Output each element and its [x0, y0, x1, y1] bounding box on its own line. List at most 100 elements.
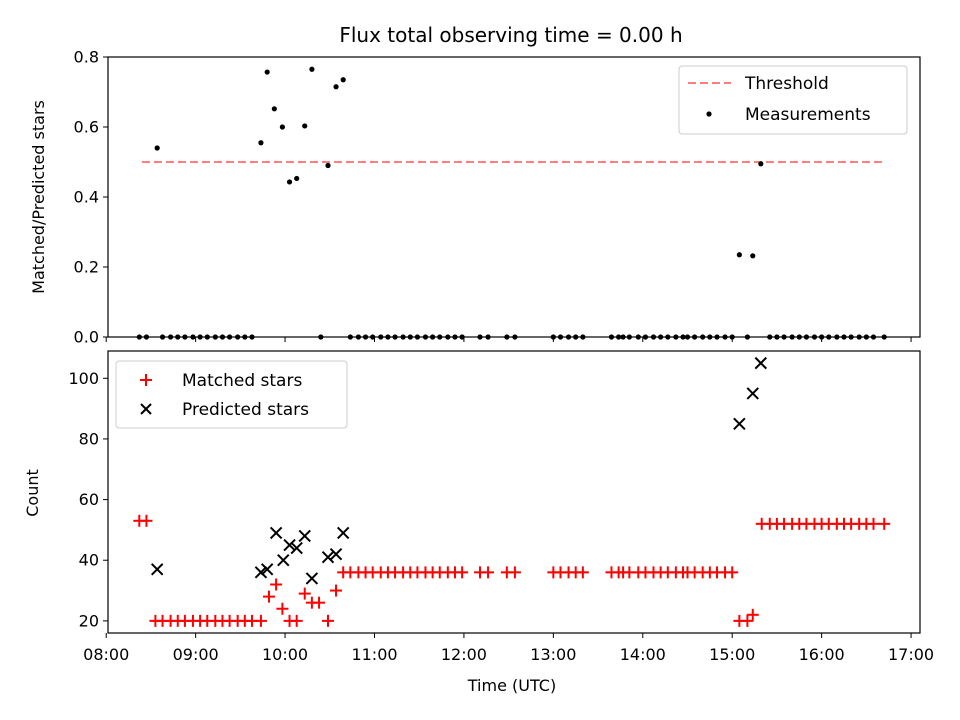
measurement-point: [692, 334, 698, 340]
measurement-point: [573, 334, 579, 340]
measurement-point: [870, 334, 877, 340]
measurement-point: [430, 334, 436, 340]
measurement-point: [881, 334, 887, 340]
x-tick-label: 11:00: [351, 645, 397, 664]
count-x-ticks: 08:00 09:00 10:00 11:00 12:00 13:00 14:00 15:00…: [83, 633, 934, 664]
measurement-point: [242, 334, 248, 340]
measurement-point: [729, 334, 735, 340]
measurement-point: [286, 179, 293, 185]
matched-legend-swatch: [140, 374, 152, 386]
matched-star-point: [262, 590, 275, 603]
count-y-tick: 40: [79, 551, 108, 570]
x-tick: 17:00: [888, 633, 934, 664]
measurement-point: [219, 334, 226, 340]
measurement-point: [863, 334, 869, 340]
measurement-point: [325, 162, 331, 169]
count-y-axis-label: Count: [23, 469, 42, 517]
predicted-star-point: [290, 541, 303, 555]
measurement-point: [750, 253, 756, 259]
chart-title: Flux total observing time = 0.00 h: [339, 23, 682, 47]
x-tick: 12:00: [441, 633, 487, 664]
measurement-point: [414, 334, 421, 340]
ratio-y-tick: 0.6: [74, 118, 108, 137]
predicted-star-point: [260, 563, 274, 576]
measurement-point: [789, 334, 795, 340]
measurement-point: [258, 140, 264, 146]
measurement-point: [714, 334, 720, 340]
measurement-point: [407, 334, 413, 340]
predicted-star-point: [298, 529, 311, 543]
x-tick: 15:00: [709, 633, 755, 664]
measurement-point: [302, 123, 308, 129]
measurement-point: [658, 334, 664, 340]
ratio-y-tick-label: 0.6: [74, 118, 99, 137]
x-tick-label: 12:00: [441, 645, 487, 664]
count-legend: Matched stars Predicted stars: [115, 360, 348, 429]
measurement-point: [834, 334, 840, 340]
count-y-ticks: 20 40 60 80 100: [68, 369, 108, 630]
measurement-point: [271, 106, 277, 112]
ratio-y-tick-label: 0.2: [74, 258, 99, 277]
measurement-point: [385, 334, 391, 340]
matched-star-point: [576, 566, 589, 579]
measurement-point: [264, 69, 270, 75]
predicted-star-point: [254, 566, 268, 579]
measurement-point: [485, 334, 491, 340]
measurement-point: [650, 334, 657, 340]
measurements-legend-swatch: [706, 111, 712, 117]
predicted-star-point: [733, 417, 746, 430]
measurement-point: [370, 334, 376, 340]
x-tick: 10:00: [262, 633, 308, 664]
predicted-star-point: [269, 526, 283, 540]
measurement-point: [249, 334, 255, 340]
measurement-point: [819, 334, 825, 340]
matched-star-point: [321, 614, 334, 627]
predicted-star-point: [754, 356, 768, 370]
x-tick: 16:00: [799, 633, 845, 664]
measurement-point: [642, 334, 649, 340]
ratio-y-tick-label: 0.8: [74, 48, 99, 67]
measurement-point: [459, 334, 465, 340]
x-tick-label: 15:00: [709, 645, 755, 664]
measurement-point: [136, 334, 142, 340]
x-tick-label: 14:00: [620, 645, 666, 664]
measurement-point: [204, 334, 210, 340]
measurement-point: [616, 334, 622, 340]
matched-star-point: [741, 614, 754, 627]
measurement-point: [848, 334, 854, 340]
measurement-point: [550, 334, 556, 340]
measurement-point: [620, 334, 626, 340]
measurement-point: [159, 334, 166, 340]
measurement-point: [856, 334, 862, 340]
measurement-point: [635, 334, 641, 340]
measurement-point: [333, 84, 339, 90]
matched-legend-label: Matched stars: [182, 371, 302, 391]
predicted-star-point: [321, 550, 335, 564]
measurement-point: [665, 334, 671, 340]
measurement-point: [197, 334, 203, 340]
measurement-point: [309, 66, 315, 72]
measurement-point: [340, 77, 346, 83]
matched-star-point: [276, 602, 289, 615]
matched-star-point: [140, 514, 153, 527]
measurement-point: [143, 334, 150, 340]
x-tick: 09:00: [173, 633, 219, 664]
matched-star-point: [456, 566, 469, 579]
matched-star-point: [867, 517, 880, 530]
predicted-legend-swatch: [140, 403, 152, 415]
predicted-star-point: [283, 538, 296, 552]
predicted-star-point: [305, 572, 319, 585]
measurement-point: [392, 334, 398, 340]
ratio-y-tick: 0.4: [74, 188, 108, 207]
matched-star-point: [270, 578, 283, 591]
measurement-point: [557, 334, 564, 340]
matched-star-point: [482, 566, 495, 579]
count-y-tick-label: 100: [68, 369, 99, 388]
measurement-point: [227, 334, 233, 340]
count-y-tick-label: 60: [79, 490, 99, 509]
measurement-point: [279, 124, 285, 130]
ratio-y-tick-label: 0.4: [74, 188, 99, 207]
x-tick: 13:00: [530, 633, 576, 664]
measurement-point: [355, 334, 361, 340]
